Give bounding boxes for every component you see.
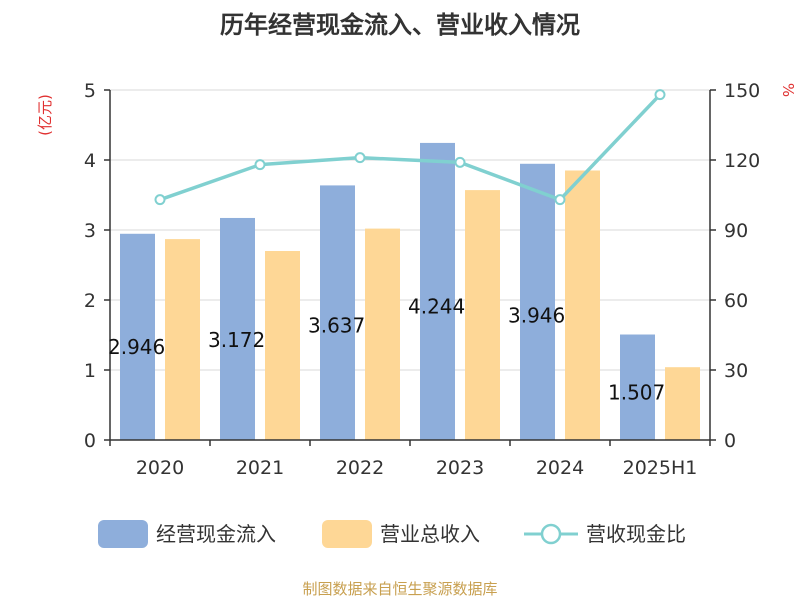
legend: 经营现金流入 营业总收入 营收现金比 (98, 520, 686, 548)
bar-value-label: 3.946 (508, 304, 565, 328)
left-tick-label: 0 (84, 430, 96, 452)
left-tick-label: 3 (84, 220, 96, 242)
bar-value-label: 2.946 (108, 335, 165, 359)
bar-value-labels: 2.946 3.172 3.637 4.244 3.946 1.507 (108, 294, 665, 404)
bar-cash-inflow (620, 334, 655, 440)
left-tick-label: 4 (84, 150, 96, 172)
bar-value-label: 3.637 (308, 313, 365, 337)
right-tick-label: 0 (724, 430, 736, 452)
x-tick-label: 2023 (436, 457, 484, 479)
bar-revenue (565, 170, 600, 440)
axes: 0 1 2 3 4 5 0 30 60 90 120 150 2020 2021 2022 2023 2024 2… (84, 80, 760, 479)
x-tick-label: 2024 (536, 457, 584, 479)
right-tick-label: 60 (724, 290, 748, 312)
ratio-line (154, 89, 666, 206)
bar-revenue (665, 367, 700, 440)
ratio-point (554, 194, 566, 206)
bar-revenue (165, 239, 200, 440)
left-tick-label: 2 (84, 290, 96, 312)
bars (120, 142, 700, 441)
ratio-point (454, 156, 466, 168)
left-tick-label: 5 (84, 80, 96, 102)
x-tick-label: 2025H1 (623, 457, 698, 479)
legend-swatch-cash-inflow (98, 520, 148, 548)
ratio-point (654, 89, 666, 101)
legend-marker-ratio (540, 523, 562, 545)
bar-value-label: 1.507 (608, 381, 665, 405)
bar-cash-inflow (120, 233, 155, 440)
x-tick-label: 2022 (336, 457, 384, 479)
left-axis-unit: (亿元) (36, 94, 54, 136)
right-axis-unit: % (779, 83, 797, 97)
legend-label-cash-inflow: 经营现金流入 (156, 522, 276, 546)
left-tick-label: 1 (84, 360, 96, 382)
chart-title: 历年经营现金流入、营业收入情况 (220, 11, 580, 39)
right-tick-label: 120 (724, 150, 760, 172)
bar-revenue (265, 251, 300, 440)
bar-value-label: 3.172 (208, 328, 265, 352)
bar-revenue (365, 228, 400, 440)
right-tick-label: 90 (724, 220, 748, 242)
ratio-point (354, 152, 366, 164)
ratio-point (154, 194, 166, 206)
legend-swatch-revenue (322, 520, 372, 548)
right-tick-label: 30 (724, 360, 748, 382)
legend-label-ratio: 营收现金比 (586, 522, 686, 546)
bar-revenue (465, 190, 500, 440)
source-note: 制图数据来自恒生聚源数据库 (302, 580, 497, 598)
ratio-point (254, 159, 266, 171)
bar-cash-inflow (220, 217, 255, 440)
bar-value-label: 4.244 (408, 294, 465, 318)
bar-cash-inflow (520, 163, 555, 440)
ratio-line-path (159, 93, 662, 202)
bar-cash-inflow (320, 185, 355, 440)
x-tick-label: 2020 (136, 457, 184, 479)
legend-label-revenue: 营业总收入 (380, 522, 480, 546)
right-tick-label: 150 (724, 80, 760, 102)
bar-cash-inflow (420, 142, 455, 441)
x-tick-label: 2021 (236, 457, 284, 479)
